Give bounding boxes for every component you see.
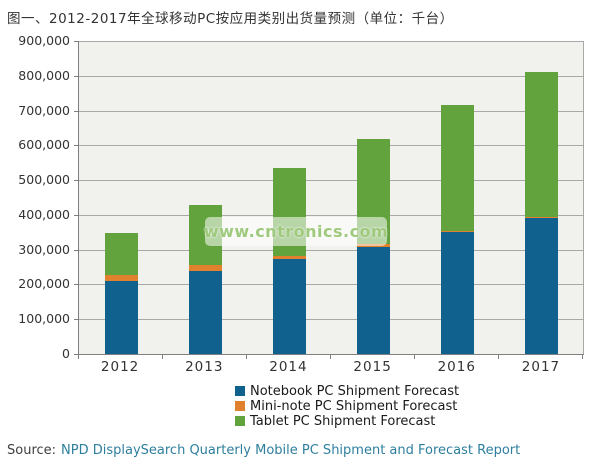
bar-segment bbox=[188, 270, 222, 354]
bar-segment bbox=[104, 275, 138, 282]
y-tick bbox=[74, 284, 78, 286]
legend-item: Tablet PC Shipment Forecast bbox=[235, 413, 459, 429]
y-axis-label: 700,000 bbox=[18, 102, 70, 118]
y-tick bbox=[74, 354, 78, 355]
x-axis-label: 2014 bbox=[269, 359, 308, 375]
y-axis-label: 300,000 bbox=[18, 241, 70, 257]
y-tick bbox=[74, 75, 78, 77]
plot-area: www.cntronics.com bbox=[78, 41, 584, 355]
legend: Notebook PC Shipment Forecast Mini-note P… bbox=[235, 384, 459, 429]
x-axis-label: 2012 bbox=[100, 359, 140, 375]
y-tick bbox=[74, 214, 78, 216]
gridline bbox=[79, 180, 583, 182]
x-tick bbox=[246, 355, 247, 359]
bar-segment bbox=[524, 72, 558, 217]
x-tick bbox=[414, 355, 415, 359]
bar-segment bbox=[188, 264, 222, 271]
y-tick bbox=[74, 180, 78, 182]
bar-segment bbox=[104, 233, 138, 276]
legend-label: Mini-note PC Shipment Forecast bbox=[250, 398, 458, 414]
legend-label: Tablet PC Shipment Forecast bbox=[250, 413, 436, 429]
x-axis-label: 2017 bbox=[521, 359, 561, 375]
y-axis-label: 0 bbox=[62, 346, 70, 361]
bar-segment bbox=[440, 231, 474, 354]
x-tick bbox=[78, 355, 79, 359]
gridline bbox=[79, 249, 583, 251]
legend-label: Notebook PC Shipment Forecast bbox=[250, 383, 460, 399]
x-axis-label: 2013 bbox=[185, 359, 224, 375]
y-tick bbox=[74, 41, 78, 42]
gridline bbox=[79, 319, 583, 321]
gridline bbox=[79, 284, 583, 286]
y-axis-label: 800,000 bbox=[18, 67, 70, 83]
gridline bbox=[79, 75, 583, 77]
y-tick bbox=[74, 110, 78, 112]
source-line: Source: NPD DisplaySearch Quarterly Mobil… bbox=[7, 443, 601, 458]
gridline bbox=[79, 145, 583, 147]
y-axis-label: 500,000 bbox=[18, 172, 70, 188]
page-title: 图一、2012-2017年全球移动PC按应用类别出货量预测（单位：千台） bbox=[7, 11, 454, 27]
x-tick bbox=[582, 355, 583, 359]
legend-swatch bbox=[235, 386, 245, 396]
y-tick bbox=[74, 319, 78, 321]
bar-segment bbox=[440, 231, 474, 232]
bar-segment bbox=[272, 259, 306, 354]
gridline bbox=[79, 110, 583, 112]
watermark: www.cntronics.com bbox=[203, 217, 389, 246]
x-axis: 2012 2013 2014 2015 2016 2017 bbox=[78, 359, 583, 375]
legend-swatch bbox=[235, 401, 245, 411]
y-axis-label: 600,000 bbox=[18, 137, 70, 153]
y-axis-label: 200,000 bbox=[18, 276, 70, 292]
x-axis-label: 2016 bbox=[437, 359, 476, 375]
source-label: Source: bbox=[7, 443, 57, 458]
x-axis-label: 2015 bbox=[353, 359, 392, 375]
bar-segment bbox=[356, 246, 390, 354]
legend-item: Notebook PC Shipment Forecast bbox=[235, 383, 460, 399]
y-tick bbox=[74, 145, 78, 147]
gridline bbox=[79, 214, 583, 216]
bar-segment bbox=[104, 281, 138, 354]
y-tick bbox=[74, 249, 78, 251]
legend-item: Mini-note PC Shipment Forecast bbox=[235, 398, 459, 414]
bar-segment bbox=[272, 255, 306, 260]
y-axis-label: 400,000 bbox=[18, 206, 70, 222]
x-tick bbox=[498, 355, 499, 359]
y-axis-label: 900,000 bbox=[18, 33, 70, 48]
legend-swatch bbox=[235, 416, 245, 426]
y-axis-label: 100,000 bbox=[18, 311, 70, 327]
source-link[interactable]: NPD DisplaySearch Quarterly Mobile PC Sh… bbox=[61, 443, 521, 458]
bar-segment bbox=[524, 217, 558, 354]
x-tick bbox=[162, 355, 163, 359]
x-tick bbox=[330, 355, 331, 359]
bar-segment bbox=[440, 104, 474, 232]
gridline bbox=[79, 41, 583, 42]
watermark-text: www.cntronics.com bbox=[203, 222, 389, 241]
